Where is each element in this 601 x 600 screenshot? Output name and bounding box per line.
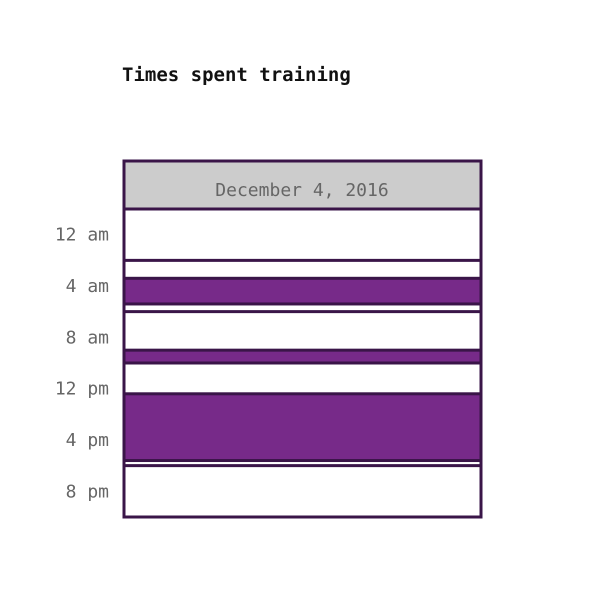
chart-outer-border <box>122 159 483 519</box>
training-session-band <box>122 392 483 463</box>
y-tick-label: 12 am <box>55 225 109 246</box>
plot-area <box>122 207 483 517</box>
training-session-band <box>122 348 483 365</box>
chart-title: Times spent training <box>122 64 351 86</box>
column-header-label: December 4, 2016 <box>215 180 388 201</box>
y-axis-ticks: 12 am 4 am 8 am 12 pm 4 pm 8 pm <box>55 225 109 503</box>
training-session-band <box>122 276 483 306</box>
y-tick-label: 12 pm <box>55 379 109 400</box>
y-tick-label: 4 pm <box>66 430 109 451</box>
y-tick-label: 4 am <box>66 276 109 297</box>
y-tick-label: 8 pm <box>66 481 109 502</box>
y-tick-label: 8 am <box>66 327 109 348</box>
